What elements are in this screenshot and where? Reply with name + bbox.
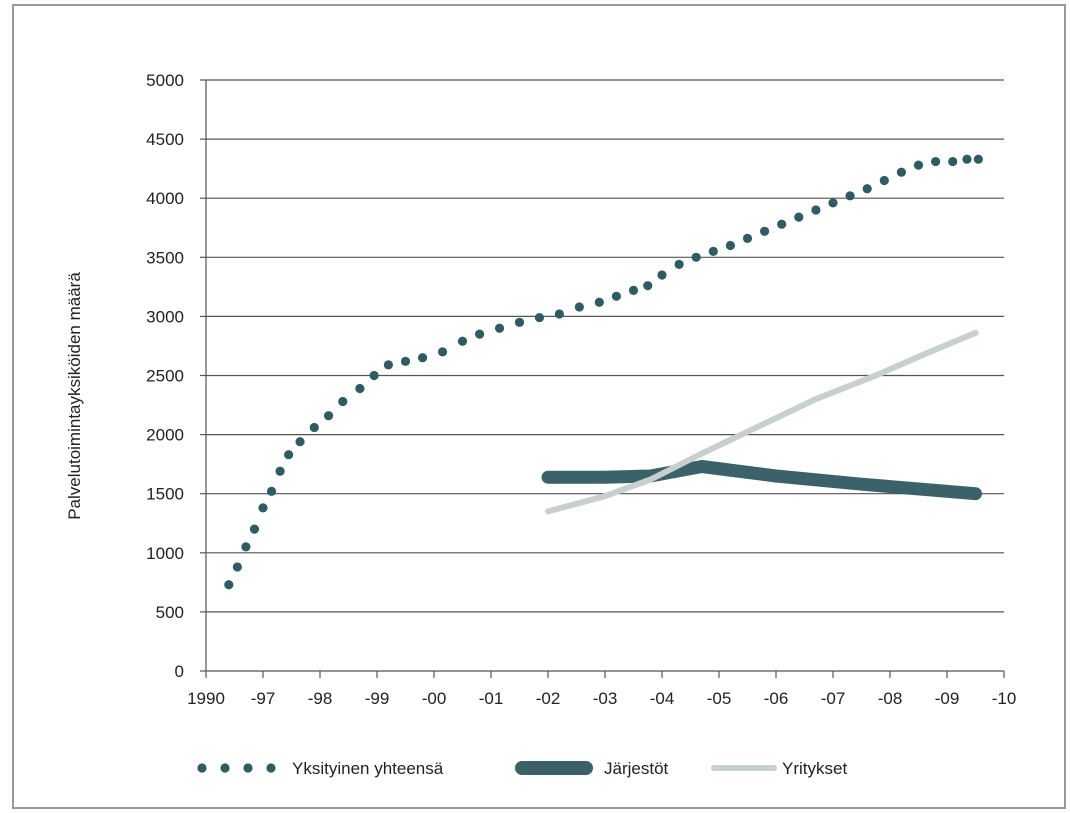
series-0-point-2 — [241, 542, 251, 552]
x-tick-label-12: -08 — [878, 689, 903, 708]
y-tick-label-4000: 4000 — [146, 189, 184, 208]
series-0-point-20 — [494, 323, 505, 333]
series-layer — [224, 154, 983, 590]
y-tick-label-3000: 3000 — [146, 307, 184, 326]
series-0-point-23 — [554, 309, 565, 319]
series-0-point-39 — [828, 198, 838, 208]
x-tick-label-1: -97 — [251, 689, 276, 708]
x-tick-label-4: -00 — [422, 689, 447, 708]
series-0-point-4 — [258, 503, 268, 513]
chart-svg: 0 500 1000 1500 2000 2500 3000 3500 4000 4500 5000… — [65, 71, 1016, 778]
y-tick-label-1500: 1500 — [146, 485, 184, 504]
y-tick-label-500: 500 — [156, 603, 184, 622]
series-0-point-34 — [742, 233, 753, 243]
x-tick-label-14: -10 — [992, 689, 1017, 708]
y-tick-label-1000: 1000 — [146, 544, 184, 563]
series-0-point-30 — [674, 259, 684, 269]
series-0-point-8 — [295, 437, 305, 447]
axis-layer: 0 500 1000 1500 2000 2500 3000 3500 4000 4500 5000… — [146, 71, 1016, 708]
legend-label-0: Yksityinen yhteensä — [292, 759, 444, 778]
series-0-point-31 — [691, 252, 701, 262]
series-0-point-43 — [896, 167, 907, 177]
series-0 — [224, 154, 983, 590]
series-0-point-17 — [437, 347, 448, 357]
x-tick-label-13: -09 — [935, 689, 960, 708]
series-0-point-28 — [643, 281, 653, 291]
x-tick-label-5: -01 — [479, 689, 504, 708]
series-0-point-0 — [224, 580, 234, 590]
series-0-point-16 — [418, 353, 428, 363]
legend-dot-0 — [197, 763, 207, 773]
series-0-point-10 — [323, 411, 334, 421]
x-tick-label-3: -99 — [365, 689, 390, 708]
x-tick-label-9: -05 — [707, 689, 732, 708]
series-0-point-3 — [249, 524, 260, 534]
legend-dot-2 — [243, 763, 253, 773]
x-tick-label-2: -98 — [308, 689, 333, 708]
legend: Yksityinen yhteensä Järjestöt Yritykset — [197, 759, 847, 778]
series-0-point-22 — [534, 312, 545, 323]
series-0-point-18 — [457, 336, 468, 346]
series-0-point-21 — [514, 317, 525, 327]
series-0-point-41 — [862, 184, 872, 194]
series-0-point-46 — [948, 156, 958, 167]
series-0-point-42 — [879, 175, 889, 186]
series-0-point-9 — [309, 422, 319, 433]
legend-dot-1 — [220, 763, 230, 773]
grid-layer — [206, 79, 1004, 613]
y-axis-title: Palvelutoimintayksiköiden määrä — [65, 272, 84, 520]
x-tick-label-8: -04 — [650, 689, 675, 708]
series-0-point-26 — [611, 291, 622, 301]
series-0-point-38 — [811, 205, 821, 215]
series-0-point-33 — [725, 240, 736, 251]
legend-label-1: Järjestöt — [604, 759, 669, 778]
x-tick-label-11: -07 — [821, 689, 846, 708]
series-0-point-14 — [383, 360, 393, 370]
x-tick-label-6: -02 — [536, 689, 561, 708]
x-tick-label-10: -06 — [764, 689, 789, 708]
series-0-point-40 — [845, 191, 855, 201]
y-tick-label-2000: 2000 — [146, 426, 184, 445]
series-0-point-37 — [794, 212, 804, 222]
series-0-point-47 — [962, 154, 972, 164]
series-1-line — [541, 460, 982, 501]
series-0-point-6 — [275, 466, 285, 476]
series-0-point-45 — [931, 156, 941, 167]
series-2-line — [545, 329, 979, 515]
series-0-point-1 — [232, 562, 242, 572]
x-tick-label-0: 1990 — [187, 689, 225, 708]
series-0-point-29 — [657, 270, 667, 280]
series-0-point-12 — [355, 383, 365, 394]
series-0-point-11 — [338, 396, 348, 407]
x-tick-label-7: -03 — [593, 689, 618, 708]
y-tick-label-2500: 2500 — [146, 367, 184, 386]
series-0-point-24 — [574, 302, 584, 312]
series-0-point-15 — [400, 356, 411, 366]
legend-dot-3 — [266, 763, 276, 773]
legend-label-2: Yritykset — [782, 759, 847, 778]
series-0-point-35 — [760, 226, 770, 236]
series-0-point-7 — [284, 450, 294, 460]
series-0-point-13 — [369, 370, 379, 381]
series-0-point-19 — [475, 329, 485, 339]
series-0-point-48 — [973, 154, 983, 164]
series-0-point-25 — [594, 297, 604, 307]
y-tick-label-0: 0 — [175, 662, 184, 681]
series-0-point-27 — [628, 285, 639, 295]
series-0-point-44 — [913, 160, 924, 170]
series-0-point-5 — [266, 486, 277, 496]
series-0-point-32 — [708, 246, 718, 256]
y-tick-label-4500: 4500 — [146, 130, 184, 149]
y-tick-label-3500: 3500 — [146, 248, 184, 267]
chart-frame: 0 500 1000 1500 2000 2500 3000 3500 4000 4500 5000… — [12, 4, 1066, 809]
series-1 — [541, 460, 982, 501]
y-tick-label-5000: 5000 — [146, 71, 184, 90]
series-0-point-36 — [777, 219, 787, 229]
series-2 — [545, 329, 979, 515]
